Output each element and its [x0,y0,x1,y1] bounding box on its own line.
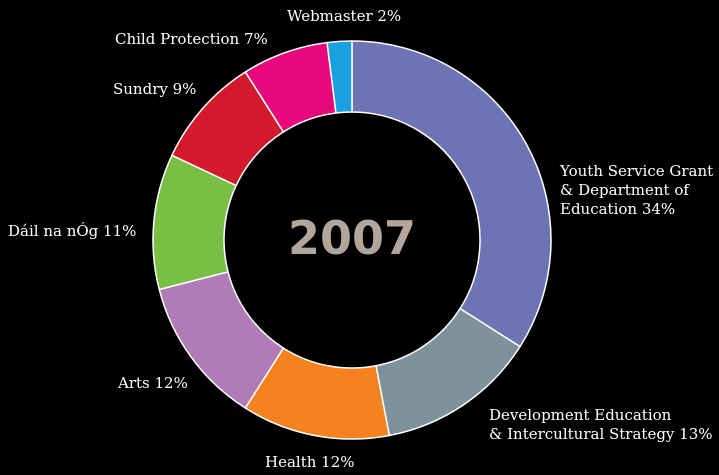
slice-label-line: Education 34% [560,200,675,218]
slice-label-line: Arts 12% [117,374,188,392]
slice-label-line: & Department of [560,181,690,199]
slice-label-line: Development Education [489,406,672,424]
slice-label-line: Dáil na nÓg 11% [8,222,136,240]
slice-labels: Youth Service Grant & Department of Educat… [8,7,713,471]
slice-label-line: Health 12% [265,453,355,471]
slice-label-4: Dáil na nÓg 11% [8,222,136,240]
slice-label-2: Health 12% [265,453,355,471]
slice-label-line: Youth Service Grant [559,162,713,180]
slice-label-3: Arts 12% [117,374,188,392]
slice-0 [351,40,552,348]
slice-label-1: Development Education & Intercultural Str… [489,406,713,443]
slice-label-line: Child Protection 7% [115,30,268,48]
slice-label-6: Child Protection 7% [115,30,268,48]
center-year: 2007 [288,211,416,265]
slice-label-0: Youth Service Grant & Department of Educat… [559,162,713,218]
slice-label-line: & Intercultural Strategy 13% [489,425,713,443]
slice-label-line: Sundry 9% [113,80,196,98]
slice-label-7: Webmaster 2% [287,7,401,25]
slice-label-line: Webmaster 2% [287,7,401,25]
slice-7 [326,40,353,114]
donut-slices [152,40,552,440]
slice-label-5: Sundry 9% [113,80,196,98]
